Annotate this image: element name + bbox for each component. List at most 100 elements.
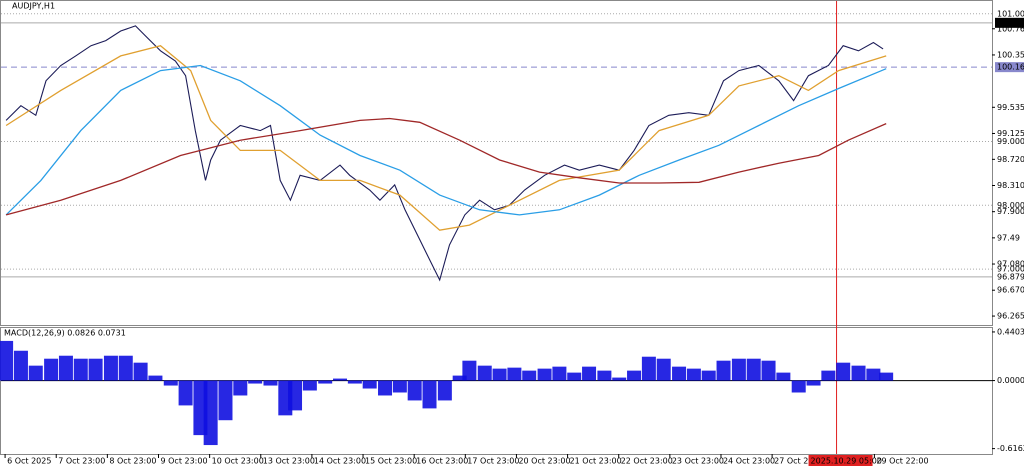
x-tick-label: 23 Oct 23:00 [672,457,724,466]
macd-bar [522,370,537,381]
macd-bar [477,365,492,381]
macd-bar [656,358,671,381]
price-level-label: 96.879 [997,272,1024,281]
price-level-label: 100.164 [997,63,1024,72]
y-tick-label: 97.080 [997,260,1024,269]
x-tick-label: 29 Oct 22:00 [876,457,928,466]
x-tick-label: 27 Oct 22:00 [774,457,826,466]
x-tick-label: 6 Oct 2025 [7,457,51,466]
y-tick-label: 0.0000 [997,376,1024,385]
macd-bar [28,365,43,381]
x-tick-label: 15 Oct 23:00 [365,457,417,466]
macd-bar [218,380,233,421]
macd-bar [263,380,278,386]
macd-bar [776,372,791,381]
macd-bar [88,358,103,381]
x-tick-label: 13 Oct 23:00 [263,457,315,466]
x-tick-label: 22 Oct 23:00 [621,457,673,466]
macd-bar [133,362,148,381]
macd-bar [73,358,88,381]
macd-bar [612,377,627,381]
macd-bar [567,372,582,381]
y-tick-label: 99.535 [997,103,1024,112]
series-line [5,25,884,282]
macd-bar [422,380,437,409]
macd-bar [302,380,317,391]
macd-bar [452,375,467,381]
y-tick-label: 100.355 [997,50,1024,59]
macd-bar [791,380,806,393]
price-level-label: 100.858 [997,18,1024,27]
macd-bar [58,355,73,381]
macd-bar [178,380,193,406]
macd-bar [731,358,746,381]
y-tick-label: 98.720 [997,155,1024,164]
macd-bar [761,360,776,381]
series-line [5,117,887,216]
y-tick-label: 99.125 [997,129,1024,138]
macd-bar [333,378,348,381]
macd-frame [0,327,993,455]
macd-bar [13,350,28,381]
x-tick-label: 24 Oct 23:00 [723,457,775,466]
series-line [5,44,887,231]
macd-bar [716,360,731,381]
macd-bar [597,370,612,381]
macd-bar [118,355,133,381]
macd-bar [492,368,507,381]
macd-bar [462,360,477,381]
price-frame [0,0,993,326]
y-tick-label: 97.49 [997,233,1020,242]
x-tick-label: 9 Oct 23:00 [160,457,207,466]
y-tick-label: 0.4403 [997,327,1024,336]
y-tick-label: 100.765 [997,24,1024,33]
macd-bar [746,358,761,381]
price-label-box [995,17,1024,28]
macd-bar [407,380,422,401]
macd-bar [866,368,881,381]
price-level-label: 98.000 [997,201,1024,210]
macd-bar [582,366,597,381]
macd-bar [203,380,218,446]
macd-bar [362,380,377,389]
macd-bar [879,372,894,381]
macd-bar [507,367,522,381]
y-tick-label: -0.6162 [997,444,1024,453]
crosshair-label-box [808,455,873,466]
macd-bar [44,358,59,381]
price-level-label: 101.000 [997,9,1024,18]
macd-bar [103,355,118,381]
x-tick-label: 20 Oct 23:00 [518,457,570,466]
macd-bar [686,368,701,381]
x-tick-label: 8 Oct 23:00 [109,457,156,466]
macd-bar [163,380,178,386]
macd-bar [378,380,393,396]
macd-bar [318,380,333,384]
x-tick-label: 17 Oct 23:00 [467,457,519,466]
price-label-box [995,62,1024,73]
macd-bar [148,375,163,381]
macd-bar [701,370,716,381]
macd-bar [851,365,866,381]
macd-bar [552,366,567,381]
y-tick-label: 98.310 [997,181,1024,190]
x-tick-label: 7 Oct 23:00 [58,457,105,466]
x-tick-label: 14 Oct 23:00 [314,457,366,466]
macd-bar [288,380,303,411]
macd-bar [347,380,362,384]
crosshair-label: 2025.10.29 05:00 [811,457,882,466]
macd-bar [821,370,836,381]
macd-bar [641,356,656,381]
price-level-label: 97.000 [997,265,1024,274]
macd-title: MACD(12,26,9) 0.0826 0.0731 [4,329,126,338]
x-tick-label: 21 Oct 23:00 [570,457,622,466]
macd-bar [836,362,851,381]
y-tick-label: 96.670 [997,286,1024,295]
macd-bar [0,340,14,381]
macd-bar [437,380,452,401]
x-tick-label: 16 Oct 23:00 [416,457,468,466]
chart-title: AUDJPY,H1 [12,2,55,11]
macd-bar [233,380,248,396]
